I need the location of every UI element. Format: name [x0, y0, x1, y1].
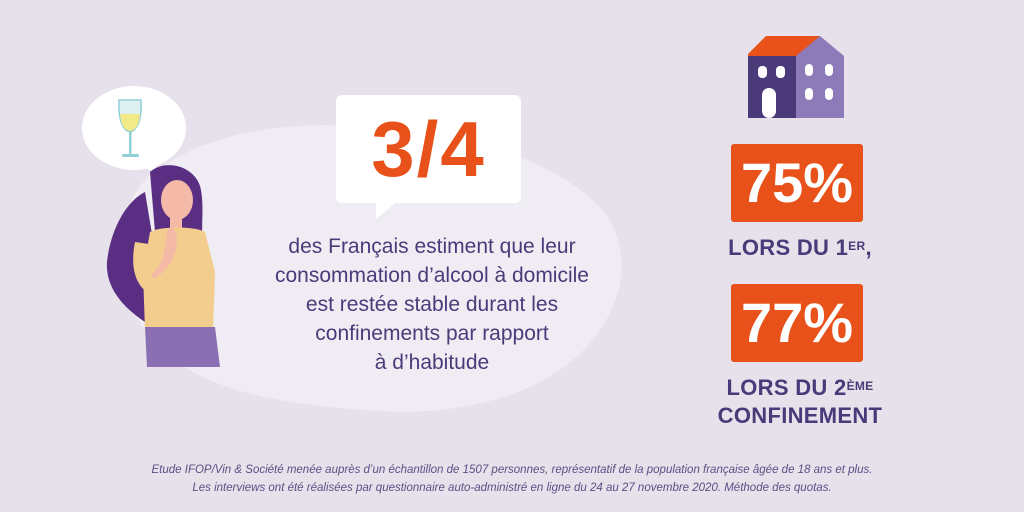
stat-label-first-suffix: ,	[865, 235, 872, 260]
statement-line: confinements par rapport	[315, 322, 549, 345]
headline-fraction: 3/4	[371, 105, 486, 193]
stat-label-second-sup: ÈME	[846, 379, 874, 393]
footnote-line: Etude IFOP/Vin & Société menée auprès d’…	[151, 464, 873, 476]
main-statement: des Français estiment que leur consommat…	[222, 232, 642, 377]
house-icon	[748, 36, 844, 118]
stat-label-second-line2: CONFINEMENT	[717, 403, 883, 428]
stat-label-first-prefix: LORS DU 1	[728, 235, 849, 260]
stat-label-first: LORS DU 1ER,	[700, 234, 900, 262]
statement-line: des Français estiment que leur	[288, 235, 576, 258]
statement-line: consommation d’alcool à domicile	[275, 264, 589, 287]
headline-bubble: 3/4	[336, 95, 521, 219]
statement-line: est restée stable durant les	[305, 293, 559, 316]
stat-value-first: 75%	[731, 144, 863, 222]
wine-glass-icon	[118, 99, 142, 157]
statement-line: à d’habitude	[374, 351, 490, 374]
stat-label-second: LORS DU 2ÈME CONFINEMENT	[690, 374, 910, 430]
thought-bubble	[82, 86, 186, 178]
stat-label-second-prefix: LORS DU 2	[726, 375, 847, 400]
footnote: Etude IFOP/Vin & Société menée auprès d’…	[0, 461, 1024, 497]
footnote-line: Les interviews ont été réalisées par que…	[192, 482, 832, 494]
woman-thinking-illustration	[106, 165, 220, 367]
stat-value-second: 77%	[731, 284, 863, 362]
stat-label-first-sup: ER	[848, 239, 866, 253]
